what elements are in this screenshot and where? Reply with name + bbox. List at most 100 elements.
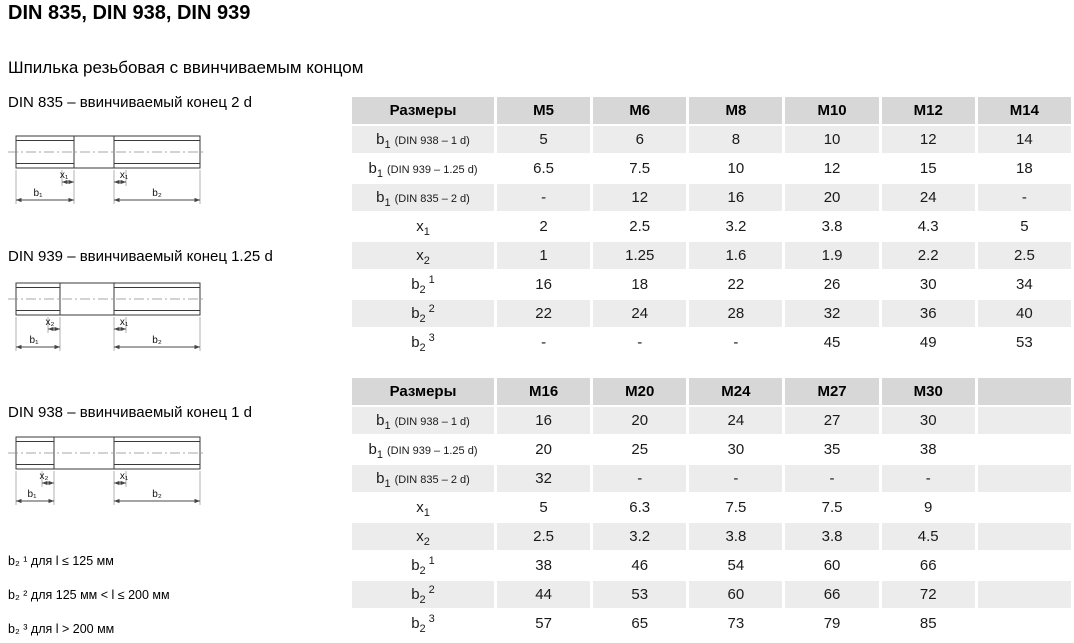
value-cell: 3.2 [689, 213, 783, 240]
value-cell: 6 [593, 126, 687, 153]
header-cell-m16: M16 [497, 378, 591, 405]
page-title: DIN 835, DIN 938, DIN 939 [8, 2, 251, 24]
row-label: b1 (DIN 939 – 1.25 d) [352, 436, 494, 463]
value-cell: 57 [497, 610, 591, 637]
value-cell: 30 [881, 271, 975, 298]
value-cell: 20 [785, 184, 879, 211]
value-cell: 15 [881, 155, 975, 182]
value-cell [977, 552, 1071, 579]
drawing-caption-din938: DIN 938 – ввинчиваемый конец 1 d [8, 404, 252, 421]
table-row-b1-din835: b1 (DIN 835 – 2 d) 32 - - - - [352, 465, 1071, 492]
value-cell: - [593, 465, 687, 492]
value-cell: 16 [497, 407, 591, 434]
row-label: x1 [352, 494, 494, 521]
value-cell: 2.5 [977, 242, 1071, 269]
value-cell: - [689, 329, 783, 356]
value-cell: 8 [689, 126, 783, 153]
value-cell: 10 [689, 155, 783, 182]
value-cell: 24 [881, 184, 975, 211]
dim-label-x-left: x₂ [40, 471, 49, 482]
stud-drawing-din938: x₂ x₁ b₁ b₂ [8, 436, 204, 505]
table-row-b2-2: b22 44 53 60 66 72 [352, 581, 1071, 608]
header-cell-m12: M12 [881, 97, 975, 124]
table-row-b1-din938: b1 (DIN 938 – 1 d) 5 6 8 10 12 14 [352, 126, 1071, 153]
value-cell [977, 465, 1071, 492]
dimension-table-m16-m30: Размеры M16 M20 M24 M27 M30 b1 (DIN 938 –… [349, 376, 1074, 639]
table-row-b1-din939: b1 (DIN 939 – 1.25 d) 20 25 30 35 38 [352, 436, 1071, 463]
dimension-lines [15, 317, 201, 351]
row-label: b22 [352, 581, 494, 608]
value-cell: 6.5 [497, 155, 591, 182]
table-row-x2: x2 1 1.25 1.6 1.9 2.2 2.5 [352, 242, 1071, 269]
value-cell: 32 [785, 300, 879, 327]
drawings-column: DIN 835 – ввинчиваемый конец 2 d [8, 94, 344, 643]
value-cell: - [785, 465, 879, 492]
value-cell: 20 [497, 436, 591, 463]
value-cell [977, 494, 1071, 521]
header-cell-sizes: Размеры [352, 378, 494, 405]
drawing-caption-din939: DIN 939 – ввинчиваемый конец 1.25 d [8, 248, 273, 265]
value-cell: 22 [497, 300, 591, 327]
value-cell: 28 [689, 300, 783, 327]
value-cell: 2.5 [497, 523, 591, 550]
dim-label-x-left: x₂ [46, 317, 55, 328]
value-cell: - [593, 329, 687, 356]
footnote-b2-2: b₂ ² для 125 мм < l ≤ 200 мм [8, 588, 170, 602]
dim-label-b-right: b₂ [152, 489, 162, 500]
value-cell: 25 [593, 436, 687, 463]
value-cell: - [977, 184, 1071, 211]
table-row-b2-3: b23 - - - 45 49 53 [352, 329, 1071, 356]
value-cell: 73 [689, 610, 783, 637]
value-cell: - [497, 184, 591, 211]
page-subtitle: Шпилька резьбовая с ввинчиваемым концом [8, 58, 364, 77]
value-cell: 7.5 [593, 155, 687, 182]
dim-label-b-left: b₁ [28, 489, 38, 500]
value-cell: 2.5 [593, 213, 687, 240]
header-cell-m24: M24 [689, 378, 783, 405]
row-label: b1 (DIN 835 – 2 d) [352, 465, 494, 492]
dimension-table-m5-m14: Размеры M5 M6 M8 M10 M12 M14 b1 (DIN 938 … [349, 95, 1074, 358]
dim-label-x-right: x₁ [120, 471, 129, 482]
value-cell: 9 [881, 494, 975, 521]
value-cell: 3.2 [593, 523, 687, 550]
value-cell: 3.8 [689, 523, 783, 550]
table-row-b2-3: b23 57 65 73 79 85 [352, 610, 1071, 637]
table-header-row: Размеры M16 M20 M24 M27 M30 [352, 378, 1071, 405]
value-cell: 38 [881, 436, 975, 463]
dimension-lines [15, 471, 201, 505]
value-cell: 53 [977, 329, 1071, 356]
value-cell: 30 [881, 407, 975, 434]
value-cell: 46 [593, 552, 687, 579]
header-cell-m5: M5 [497, 97, 591, 124]
value-cell: 20 [593, 407, 687, 434]
row-label: x2 [352, 523, 494, 550]
stud-outline [8, 436, 204, 470]
row-label: b23 [352, 610, 494, 637]
value-cell: 45 [785, 329, 879, 356]
value-cell: 10 [785, 126, 879, 153]
value-cell: 18 [977, 155, 1071, 182]
header-cell-m14: M14 [977, 97, 1071, 124]
value-cell: 60 [689, 581, 783, 608]
value-cell: 18 [593, 271, 687, 298]
dim-label-x-right: x₁ [120, 317, 129, 328]
value-cell: 12 [593, 184, 687, 211]
row-label: x1 [352, 213, 494, 240]
value-cell: 1.9 [785, 242, 879, 269]
row-label: b21 [352, 552, 494, 579]
value-cell: 32 [497, 465, 591, 492]
header-cell-m8: M8 [689, 97, 783, 124]
drawing-caption-din835: DIN 835 – ввинчиваемый конец 2 d [8, 94, 252, 111]
value-cell: 7.5 [689, 494, 783, 521]
value-cell: 14 [977, 126, 1071, 153]
value-cell: 40 [977, 300, 1071, 327]
header-cell-empty [977, 378, 1071, 405]
value-cell: 1 [497, 242, 591, 269]
row-label: b1 (DIN 938 – 1 d) [352, 407, 494, 434]
row-label: x2 [352, 242, 494, 269]
table-row-b2-1: b21 16 18 22 26 30 34 [352, 271, 1071, 298]
header-cell-sizes: Размеры [352, 97, 494, 124]
stud-outline [8, 282, 204, 316]
value-cell: 53 [593, 581, 687, 608]
value-cell [977, 610, 1071, 637]
